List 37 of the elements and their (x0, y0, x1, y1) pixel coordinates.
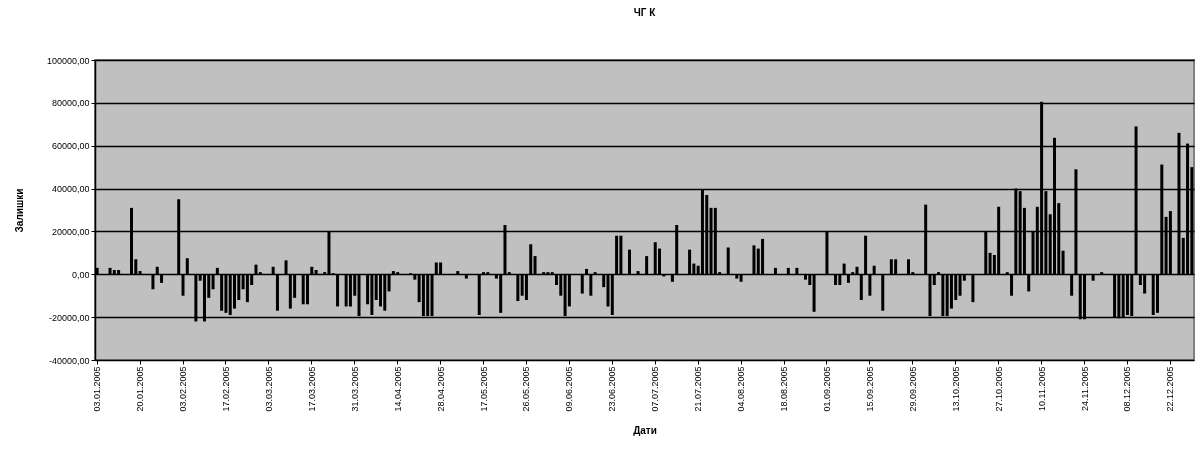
chart-title: ЧГ К (633, 7, 657, 18)
x-axis-title: Дати (633, 424, 657, 436)
x-tick-label: 03.03.2005 (263, 366, 274, 412)
y-tick-label: 40000,00 (51, 184, 90, 195)
x-tick-label: 23.06.2005 (607, 366, 618, 412)
x-tick-label: 01.09.2005 (821, 366, 832, 412)
y-tick-label: 60000,00 (51, 141, 90, 152)
x-tick-label: 03.01.2005 (92, 366, 103, 412)
x-tick-label: 14.04.2005 (392, 366, 403, 412)
y-tick-label: 20000,00 (51, 226, 90, 237)
y-tick-label: 100000,00 (46, 55, 90, 66)
y-tick-label: 80000,00 (51, 98, 90, 109)
x-tick-label: 29.09.2005 (907, 366, 918, 412)
y-axis-title: Залишки (13, 188, 25, 233)
x-tick-label: 17.03.2005 (306, 366, 317, 412)
y-tick-label: -20000,00 (48, 312, 90, 323)
x-tick-label: 27.10.2005 (993, 366, 1004, 412)
x-tick-label: 17.02.2005 (220, 366, 231, 412)
x-tick-label: 04.08.2005 (736, 366, 747, 412)
x-tick-label: 31.03.2005 (349, 366, 360, 412)
x-tick-label: 22.12.2005 (1165, 366, 1176, 412)
y-tick-label: 0,00 (71, 269, 90, 280)
x-tick-label: 21.07.2005 (693, 366, 704, 412)
x-tick-label: 03.02.2005 (178, 366, 189, 412)
x-tick-label: 26.05.2005 (521, 366, 532, 412)
x-tick-label: 08.12.2005 (1122, 366, 1133, 412)
y-tick-label: -40000,00 (48, 355, 90, 366)
x-tick-label: 17.05.2005 (478, 366, 489, 412)
x-tick-label: 24.11.2005 (1079, 366, 1090, 411)
x-tick-label: 15.09.2005 (864, 366, 875, 412)
x-tick-label: 28.04.2005 (435, 366, 446, 412)
x-tick-label: 20.01.2005 (135, 366, 146, 412)
x-tick-label: 13.10.2005 (950, 366, 961, 412)
x-tick-label: 09.06.2005 (564, 366, 575, 412)
x-tick-label: 18.08.2005 (779, 366, 790, 412)
x-tick-label: 10.11.2005 (1036, 366, 1047, 411)
x-tick-label: 07.07.2005 (650, 366, 661, 412)
